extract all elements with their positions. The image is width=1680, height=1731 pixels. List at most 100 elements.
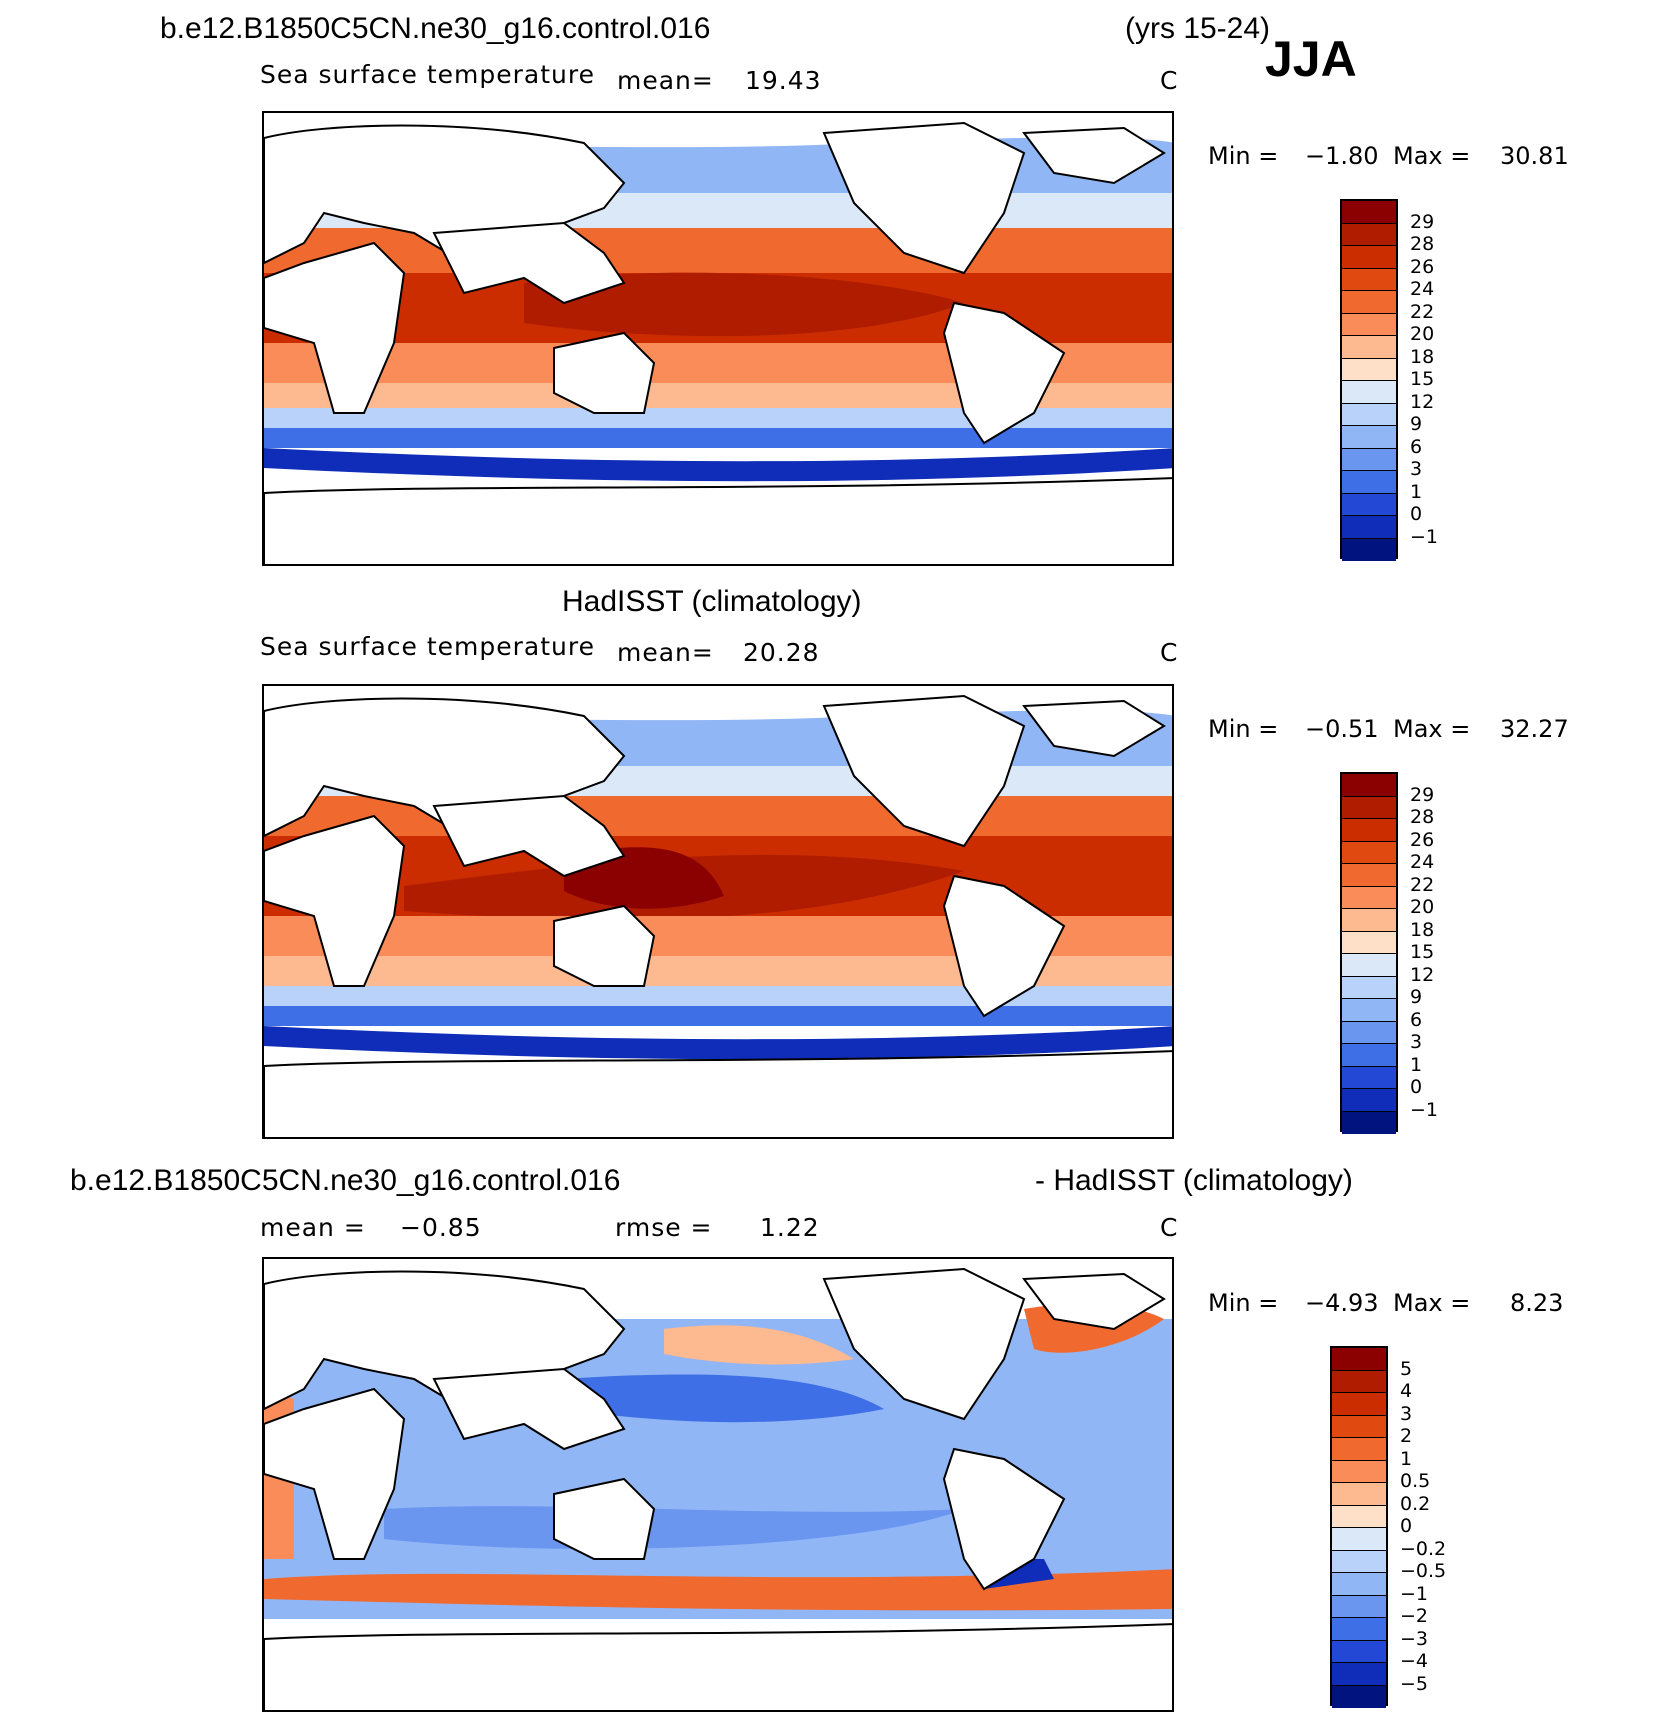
- colorbar-swatch: [1342, 246, 1396, 269]
- panel3-colorbar: [1330, 1346, 1388, 1708]
- panel3-max-value: 8.23: [1510, 1289, 1564, 1317]
- colorbar-tick-label: 1: [1410, 1053, 1423, 1076]
- colorbar-tick-label: −3: [1400, 1627, 1429, 1650]
- colorbar-swatch: [1332, 1505, 1386, 1528]
- colorbar-swatch: [1342, 796, 1396, 819]
- colorbar-tick-label: 5: [1400, 1357, 1413, 1380]
- colorbar-swatch: [1342, 493, 1396, 516]
- colorbar-tick-label: 4: [1400, 1380, 1413, 1402]
- panel3-min-value: −4.93: [1305, 1289, 1379, 1317]
- colorbar-tick-label: −0.5: [1400, 1560, 1447, 1582]
- colorbar-tick-label: 26: [1410, 828, 1435, 851]
- colorbar-swatch: [1332, 1483, 1386, 1506]
- panel1-min-label: Min =: [1208, 142, 1279, 170]
- panel1-units: C: [1160, 66, 1179, 95]
- colorbar-swatch: [1342, 516, 1396, 539]
- colorbar-swatch: [1342, 1021, 1396, 1044]
- colorbar-swatch: [1332, 1573, 1386, 1596]
- colorbar-tick-label: −1: [1410, 1098, 1439, 1121]
- colorbar-swatch: [1342, 976, 1396, 999]
- colorbar-swatch: [1342, 268, 1396, 291]
- colorbar-tick-label: 18: [1410, 918, 1435, 941]
- panel1-map: [262, 111, 1174, 566]
- panel2-map-graphic: [264, 686, 1172, 1137]
- colorbar-tick-label: 15: [1410, 368, 1435, 390]
- colorbar-swatch: [1342, 313, 1396, 336]
- panel2-title: HadISST (climatology): [562, 585, 862, 618]
- panel2-max-label: Max =: [1393, 715, 1471, 743]
- colorbar-tick-label: 6: [1410, 1008, 1423, 1031]
- colorbar-tick-label: 3: [1400, 1402, 1413, 1425]
- panel3-min-label: Min =: [1208, 1289, 1279, 1317]
- panel2-min-value: −0.51: [1305, 715, 1379, 743]
- colorbar-tick-label: 22: [1410, 300, 1435, 323]
- colorbar-tick-label: 28: [1410, 806, 1435, 828]
- colorbar-swatch: [1332, 1528, 1386, 1551]
- colorbar-swatch: [1342, 403, 1396, 426]
- colorbar-swatch: [1342, 1066, 1396, 1089]
- colorbar-tick-label: 18: [1410, 345, 1435, 368]
- colorbar-tick-label: 0: [1400, 1515, 1413, 1537]
- panel1-max-label: Max =: [1393, 142, 1471, 170]
- season-label: JJA: [1265, 31, 1357, 87]
- colorbar-tick-label: 26: [1410, 255, 1435, 278]
- panel2-min-label: Min =: [1208, 715, 1279, 743]
- colorbar-tick-label: 3: [1410, 1031, 1423, 1053]
- colorbar-tick-label: 1: [1410, 480, 1423, 503]
- colorbar-swatch: [1332, 1663, 1386, 1686]
- colorbar-swatch: [1342, 954, 1396, 977]
- colorbar-swatch: [1342, 1044, 1396, 1067]
- colorbar-tick-label: 20: [1410, 323, 1435, 345]
- colorbar-swatch: [1332, 1460, 1386, 1483]
- colorbar-tick-label: 9: [1410, 413, 1423, 435]
- panel2-max-value: 32.27: [1500, 715, 1569, 743]
- colorbar-tick-label: 2: [1400, 1425, 1413, 1447]
- colorbar-tick-label: −1: [1410, 525, 1439, 548]
- panel3-mean-label: mean =: [260, 1213, 366, 1242]
- panel1-map-graphic: [264, 113, 1172, 564]
- colorbar-swatch: [1332, 1595, 1386, 1618]
- colorbar-tick-label: −2: [1400, 1605, 1429, 1627]
- colorbar-swatch: [1342, 931, 1396, 954]
- colorbar-tick-label: 24: [1410, 851, 1435, 873]
- colorbar-tick-label: 1: [1400, 1447, 1413, 1470]
- colorbar-swatch: [1342, 864, 1396, 887]
- colorbar-tick-label: 3: [1410, 458, 1423, 480]
- colorbar-tick-label: 6: [1410, 435, 1423, 458]
- panel3-title-left: b.e12.B1850C5CN.ne30_g16.control.016: [70, 1164, 621, 1197]
- colorbar-swatch: [1342, 886, 1396, 909]
- panel2-mean-value: 20.28: [743, 638, 820, 667]
- panel3-mean-value: −0.85: [400, 1213, 482, 1242]
- colorbar-tick-label: 9: [1410, 986, 1423, 1008]
- colorbar-tick-label: 28: [1410, 233, 1435, 255]
- colorbar-tick-label: −1: [1400, 1582, 1429, 1605]
- colorbar-swatch: [1342, 841, 1396, 864]
- colorbar-swatch: [1342, 291, 1396, 314]
- colorbar-tick-label: 12: [1410, 963, 1435, 986]
- colorbar-swatch: [1342, 471, 1396, 494]
- colorbar-tick-label: 29: [1410, 210, 1435, 233]
- colorbar-swatch: [1332, 1393, 1386, 1416]
- case-title: b.e12.B1850C5CN.ne30_g16.control.016: [160, 12, 711, 45]
- colorbar-tick-label: 0: [1410, 1076, 1423, 1098]
- colorbar-swatch: [1342, 819, 1396, 842]
- colorbar-tick-label: −0.2: [1400, 1537, 1447, 1560]
- colorbar-tick-label: 15: [1410, 941, 1435, 963]
- colorbar-swatch: [1342, 358, 1396, 381]
- colorbar-swatch: [1332, 1438, 1386, 1461]
- colorbar-tick-label: 22: [1410, 873, 1435, 896]
- panel1-mean-value: 19.43: [745, 66, 822, 95]
- colorbar-swatch: [1342, 426, 1396, 449]
- panel3-units: C: [1160, 1213, 1179, 1242]
- colorbar-swatch: [1342, 448, 1396, 471]
- colorbar-tick-label: −4: [1400, 1650, 1429, 1672]
- panel1-colorbar: [1340, 199, 1398, 561]
- panel2-mean-label: mean=: [617, 638, 714, 667]
- colorbar-swatch: [1332, 1550, 1386, 1573]
- panel3-title-right: - HadISST (climatology): [1035, 1164, 1353, 1197]
- colorbar-swatch: [1342, 1089, 1396, 1112]
- panel1-mean-label: mean=: [617, 66, 714, 95]
- colorbar-swatch: [1342, 1111, 1396, 1134]
- colorbar-swatch: [1332, 1640, 1386, 1663]
- panel2-map: [262, 684, 1174, 1139]
